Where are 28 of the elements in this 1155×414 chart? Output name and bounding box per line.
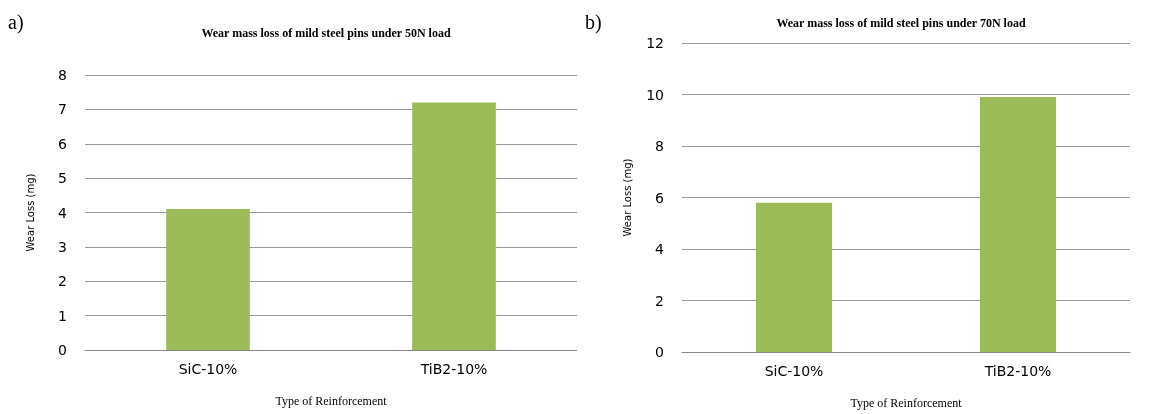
y-tick-label: 4 — [655, 241, 665, 257]
y-tick-label: 0 — [655, 344, 664, 360]
x-tick-label: TiB2-10% — [419, 361, 488, 377]
y-tick-label: 8 — [655, 138, 664, 154]
chart-title: Wear mass loss of mild steel pins under 50N load — [201, 26, 451, 40]
x-tick-label: TiB2-10% — [983, 363, 1052, 379]
y-tick-label: 2 — [58, 273, 67, 290]
y-tick-label: 1 — [58, 307, 67, 324]
y-axis-title: Wear Loss (mg) — [24, 173, 36, 252]
y-tick-label: 2 — [655, 292, 664, 309]
y-axis-title: Wear Loss (mg) — [621, 158, 633, 237]
y-tick-label: 10 — [646, 86, 664, 103]
y-tick-label: 7 — [58, 101, 67, 118]
y-tick-label: 3 — [58, 238, 67, 255]
y-tick-label: 5 — [58, 170, 67, 187]
x-axis-title: Type of Reinforcement — [850, 396, 963, 410]
text: a) — [8, 11, 24, 34]
y-tick-label: 12 — [646, 35, 664, 51]
chart-title: Wear mass loss of mild steel pins under 70N load — [776, 16, 1026, 30]
x-tick-label: SiC-10% — [764, 363, 824, 379]
y-tick-label: 0 — [58, 342, 67, 358]
y-tick-label: 8 — [58, 67, 67, 83]
x-axis-title: Type of Reinforcement — [275, 394, 388, 408]
y-tick-label: 6 — [655, 189, 665, 206]
y-tick-label: 6 — [58, 135, 68, 152]
text: b) — [585, 11, 602, 34]
y-tick-label: 4 — [58, 204, 68, 221]
x-tick-label: SiC-10% — [178, 361, 238, 377]
